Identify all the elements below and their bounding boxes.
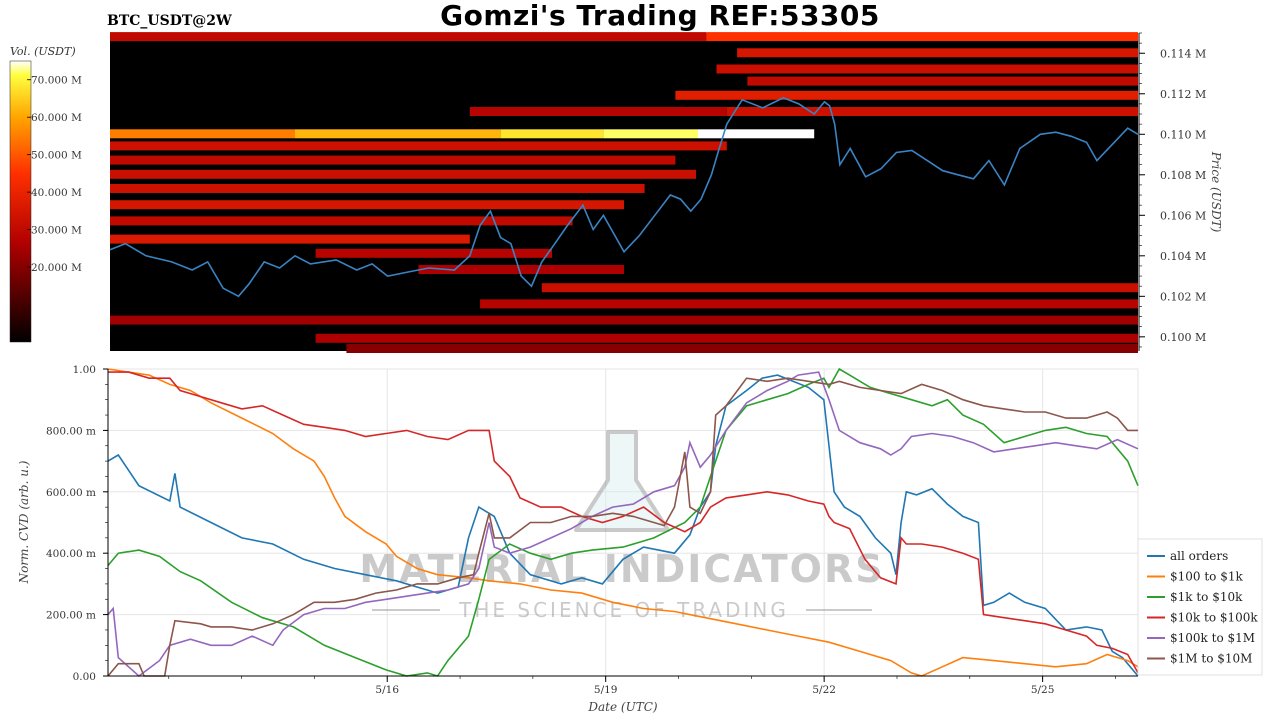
watermark-line2: THE SCIENCE OF TRADING [458, 598, 789, 622]
colorbar-tick-label: 60.000 M [31, 112, 82, 124]
price-tick-label: 0.112 M [1160, 88, 1206, 101]
heatmap-band [110, 234, 470, 244]
heatmap-band [315, 333, 1139, 343]
cvd-plot-area [107, 368, 1139, 677]
y-tick-label: 1.00 [73, 364, 96, 376]
price-tick-label: 0.106 M [1160, 209, 1206, 222]
heatmap-band [418, 265, 624, 274]
cvd-lines [107, 367, 1139, 678]
colorbar-ticks: 70.000 M 60.000 M 50.000 M 40.000 M 30.000 M… [27, 75, 82, 274]
x-tick-label: 5/19 [594, 684, 618, 696]
heatmap-band [110, 216, 573, 226]
heatmap-band [110, 141, 727, 151]
heatmap-band [706, 32, 1138, 42]
colorbar-label: Vol. (USDT) [10, 45, 76, 58]
series-line [107, 371, 1139, 678]
x-tick-label: 5/16 [375, 684, 399, 696]
price-axis: 0.114 M 0.112 M 0.110 M 0.108 M 0.106 M 0.104… [1138, 32, 1206, 351]
heatmap-band [726, 107, 1138, 116]
pair-label: BTC_USDT@2W [107, 13, 232, 29]
heatmap-panel [109, 32, 1139, 353]
legend-label: $10k to $100k [1170, 611, 1258, 625]
heatmap-band [737, 48, 1138, 58]
series-line [108, 371, 1139, 674]
legend-label: $1M to $10M [1170, 652, 1252, 666]
colorbar [9, 60, 32, 343]
colorbar-tick-label: 20.000 M [31, 262, 82, 274]
colorbar-tick-label: 50.000 M [31, 150, 82, 162]
series-line [107, 377, 1138, 677]
price-tick-label: 0.100 M [1160, 331, 1206, 344]
x-tick-label: 5/25 [1031, 684, 1055, 696]
legend-label: all orders [1170, 549, 1228, 563]
heatmap-band [480, 299, 1139, 309]
heatmap-band [110, 155, 676, 165]
price-axis-label: Price (USDT) [1209, 151, 1223, 233]
y-tick-label: 0.00 [73, 671, 96, 683]
heatmap-band [110, 200, 624, 210]
price-line [109, 96, 1139, 298]
heatmap-band [698, 129, 815, 139]
series-line [107, 367, 1139, 677]
x-tick-label: 5/22 [812, 684, 836, 696]
heatmap-band [500, 129, 604, 139]
price-tick-label: 0.104 M [1160, 250, 1206, 263]
y-tick-label: 200.00 m [46, 610, 96, 622]
watermark-line1: MATERIAL INDICATORS [359, 547, 884, 591]
heatmap-band [110, 169, 696, 179]
legend: all orders $100 to $1k $1k to $10k $10k to … [1137, 538, 1263, 676]
cvd-axes: 0.00 200.00 m 400.00 m 600.00 m 800.00 m 1.00… [46, 364, 1138, 696]
price-tick-label: 0.114 M [1160, 47, 1206, 60]
heatmap-band [716, 64, 1138, 74]
price-tick-label: 0.108 M [1160, 169, 1206, 182]
legend-box [1137, 538, 1263, 676]
chart-title: Gomzi's Trading REF:53305 [440, 0, 880, 32]
heatmap-band [469, 107, 727, 116]
cvd-y-axis-label: Norm. CVD (arb. u.) [17, 460, 31, 584]
heatmap-band [315, 248, 552, 258]
legend-label: $100k to $1M [1170, 631, 1255, 645]
series-line [107, 368, 1139, 677]
colorbar-tick-label: 70.000 M [31, 75, 82, 87]
y-tick-label: 800.00 m [46, 425, 96, 437]
colorbar-tick-label: 40.000 M [31, 187, 82, 199]
y-tick-label: 600.00 m [46, 487, 96, 499]
price-tick-label: 0.102 M [1160, 290, 1206, 303]
heatmap-band [346, 344, 1138, 353]
cvd-x-axis-label: Date (UTC) [587, 700, 657, 714]
y-tick-label: 400.00 m [46, 548, 96, 560]
heatmap-bands [110, 32, 1139, 353]
heatmap-band [110, 129, 295, 139]
heatmap-band [110, 315, 1138, 325]
heatmap-band [675, 90, 1138, 100]
price-tick-label: 0.110 M [1160, 128, 1206, 141]
heatmap-band [603, 129, 698, 139]
legend-label: $1k to $10k [1170, 590, 1243, 604]
legend-label: $100 to $1k [1170, 570, 1243, 584]
colorbar-tick-label: 30.000 M [31, 225, 82, 237]
heatmap-band [747, 76, 1138, 86]
heatmap-band [110, 184, 645, 193]
heatmap-band [541, 283, 1138, 293]
heatmap-band [110, 32, 707, 42]
heatmap-band [295, 129, 501, 139]
watermark: MATERIAL INDICATORS THE SCIENCE OF TRADI… [359, 430, 884, 622]
